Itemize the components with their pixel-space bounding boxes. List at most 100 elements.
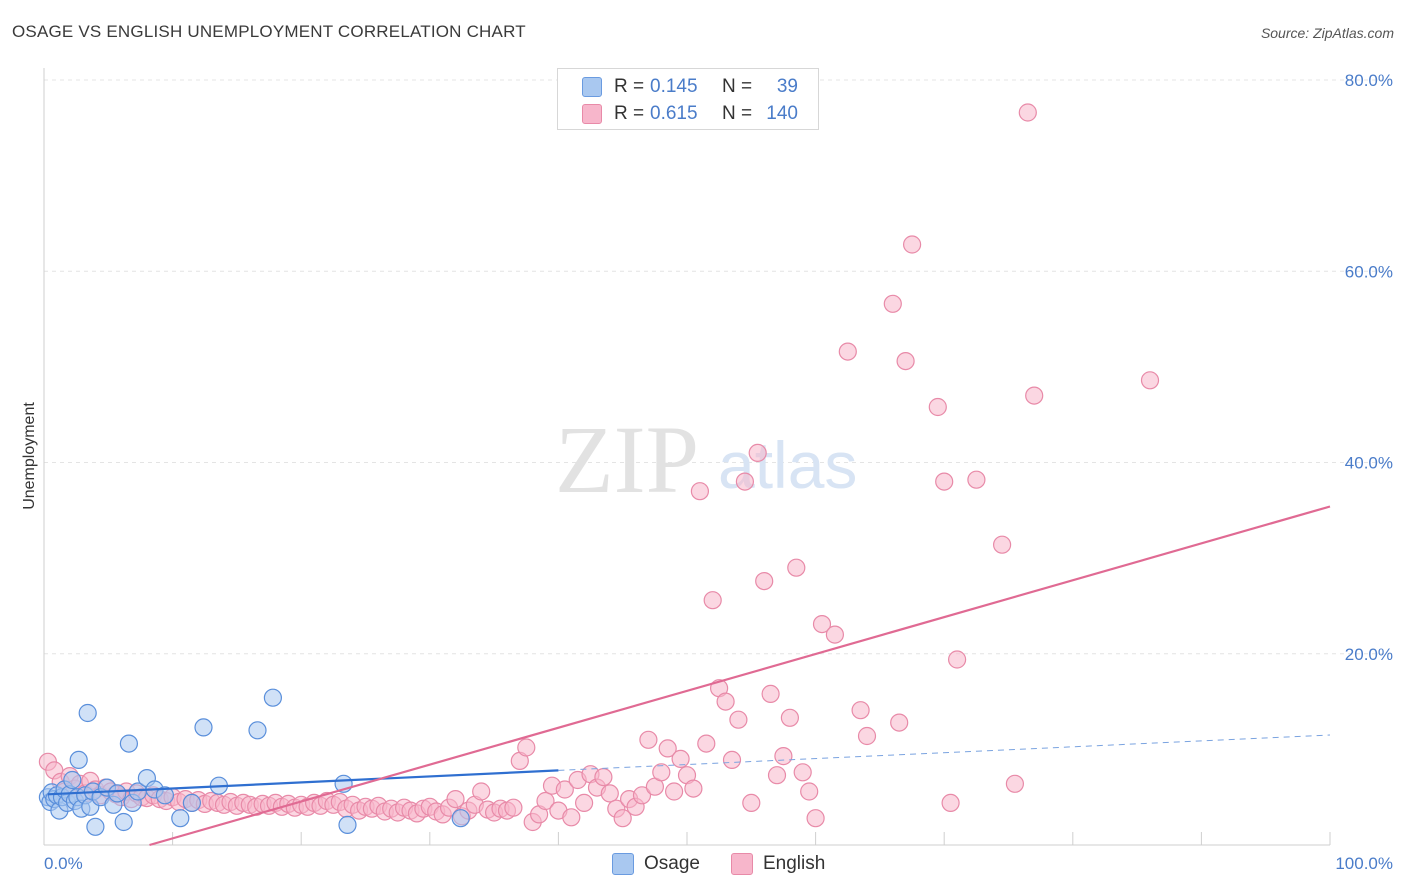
watermark-zip: ZIP	[555, 406, 699, 513]
english-point	[697, 734, 716, 753]
english-point	[800, 782, 819, 801]
english-point	[883, 294, 902, 313]
english-legend-swatch	[731, 853, 753, 875]
english-point	[787, 558, 806, 577]
english-point	[793, 763, 812, 782]
english-point	[748, 443, 767, 462]
legend-r-label: R =	[614, 103, 645, 124]
english-point	[902, 235, 922, 254]
legend-n-value: 140	[766, 103, 798, 124]
osage-point	[451, 809, 470, 828]
legend-row-english: R = 0.615 N = 140	[582, 102, 798, 126]
english-point	[1018, 103, 1037, 122]
english-point	[729, 710, 748, 729]
english-point	[992, 535, 1012, 554]
english-point	[555, 780, 574, 799]
english-point	[890, 713, 909, 732]
trend-lines	[47, 505, 1331, 847]
x-tick-label-min: 0.0%	[44, 854, 83, 873]
osage-swatch	[582, 77, 602, 97]
english-point	[755, 571, 774, 591]
osage-legend-label: Osage	[644, 853, 700, 874]
y-tick-label: 60.0%	[1345, 262, 1393, 281]
osage-point	[69, 750, 88, 770]
english-point	[947, 650, 967, 669]
english-point	[504, 798, 523, 817]
english-point	[967, 470, 986, 489]
bottom-legend-osage: Osage	[612, 852, 700, 876]
english-point	[664, 782, 684, 801]
english-point	[446, 789, 465, 809]
english-point	[536, 791, 555, 811]
watermark-atlas: atlas	[718, 428, 857, 502]
english-swatch	[582, 104, 602, 124]
osage-point	[194, 718, 213, 737]
osage-trend-line	[558, 734, 1331, 771]
english-point	[658, 739, 677, 758]
chart-title: OSAGE VS ENGLISH UNEMPLOYMENT CORRELATIO…	[12, 22, 526, 41]
english-point	[812, 614, 832, 634]
grid-lines	[44, 79, 1393, 655]
english-point	[735, 472, 755, 491]
english-trend-line	[149, 505, 1331, 847]
english-point	[690, 482, 710, 501]
english-point	[472, 782, 491, 801]
english-point	[935, 472, 954, 491]
english-point	[600, 784, 619, 803]
osage-legend-swatch	[612, 853, 634, 875]
english-point	[838, 342, 857, 361]
x-tick-label-max: 100.0%	[1335, 854, 1393, 873]
english-point	[613, 809, 632, 828]
y-tick-label: 40.0%	[1345, 454, 1393, 473]
english-legend-label: English	[763, 853, 826, 874]
english-point	[1140, 371, 1160, 390]
legend-n-label: N =	[722, 76, 753, 97]
english-point	[1025, 386, 1044, 405]
english-point	[716, 692, 735, 711]
osage-points	[38, 688, 470, 836]
legend-row-osage: R = 0.145 N = 39	[582, 75, 798, 99]
legend-n-label: N =	[722, 103, 753, 124]
english-point	[774, 746, 793, 766]
chart-source: Source: ZipAtlas.com	[1260, 25, 1394, 41]
english-point	[684, 779, 703, 798]
osage-point	[63, 770, 82, 790]
english-point	[896, 352, 915, 371]
english-point	[639, 730, 658, 749]
x-axis-ticks	[172, 832, 1331, 845]
english-point	[1005, 774, 1025, 793]
y-tick-label: 20.0%	[1345, 645, 1393, 664]
osage-point	[86, 817, 105, 836]
legend-r-value: 0.145	[650, 76, 698, 97]
y-tick-label: 80.0%	[1345, 71, 1393, 90]
english-point	[652, 763, 671, 782]
english-point	[722, 750, 742, 770]
english-point	[562, 808, 581, 827]
osage-point	[338, 815, 357, 835]
english-point	[928, 397, 947, 417]
y-axis-tick-labels: 20.0% 40.0% 60.0% 80.0%	[1345, 71, 1393, 664]
english-point	[761, 684, 780, 704]
english-point	[780, 708, 800, 727]
legend-r-value: 0.615	[650, 103, 698, 124]
english-point	[825, 625, 845, 644]
osage-trend-line	[47, 769, 559, 796]
english-point	[517, 738, 536, 757]
english-point	[857, 726, 877, 746]
osage-point	[248, 721, 267, 740]
english-point	[574, 793, 594, 813]
english-point	[742, 793, 761, 813]
y-axis-label: Unemployment	[21, 402, 38, 510]
osage-point	[182, 793, 201, 813]
english-point	[767, 766, 787, 785]
english-point	[632, 786, 652, 805]
legend-r-label: R =	[614, 76, 645, 97]
english-point	[703, 591, 722, 610]
english-point	[594, 767, 613, 787]
osage-point	[263, 688, 282, 707]
osage-point	[114, 812, 133, 832]
legend: R = 0.145 N = 39 R = 0.615 N = 140	[557, 68, 819, 130]
osage-point	[78, 703, 97, 723]
legend-n-value: 39	[776, 76, 798, 97]
